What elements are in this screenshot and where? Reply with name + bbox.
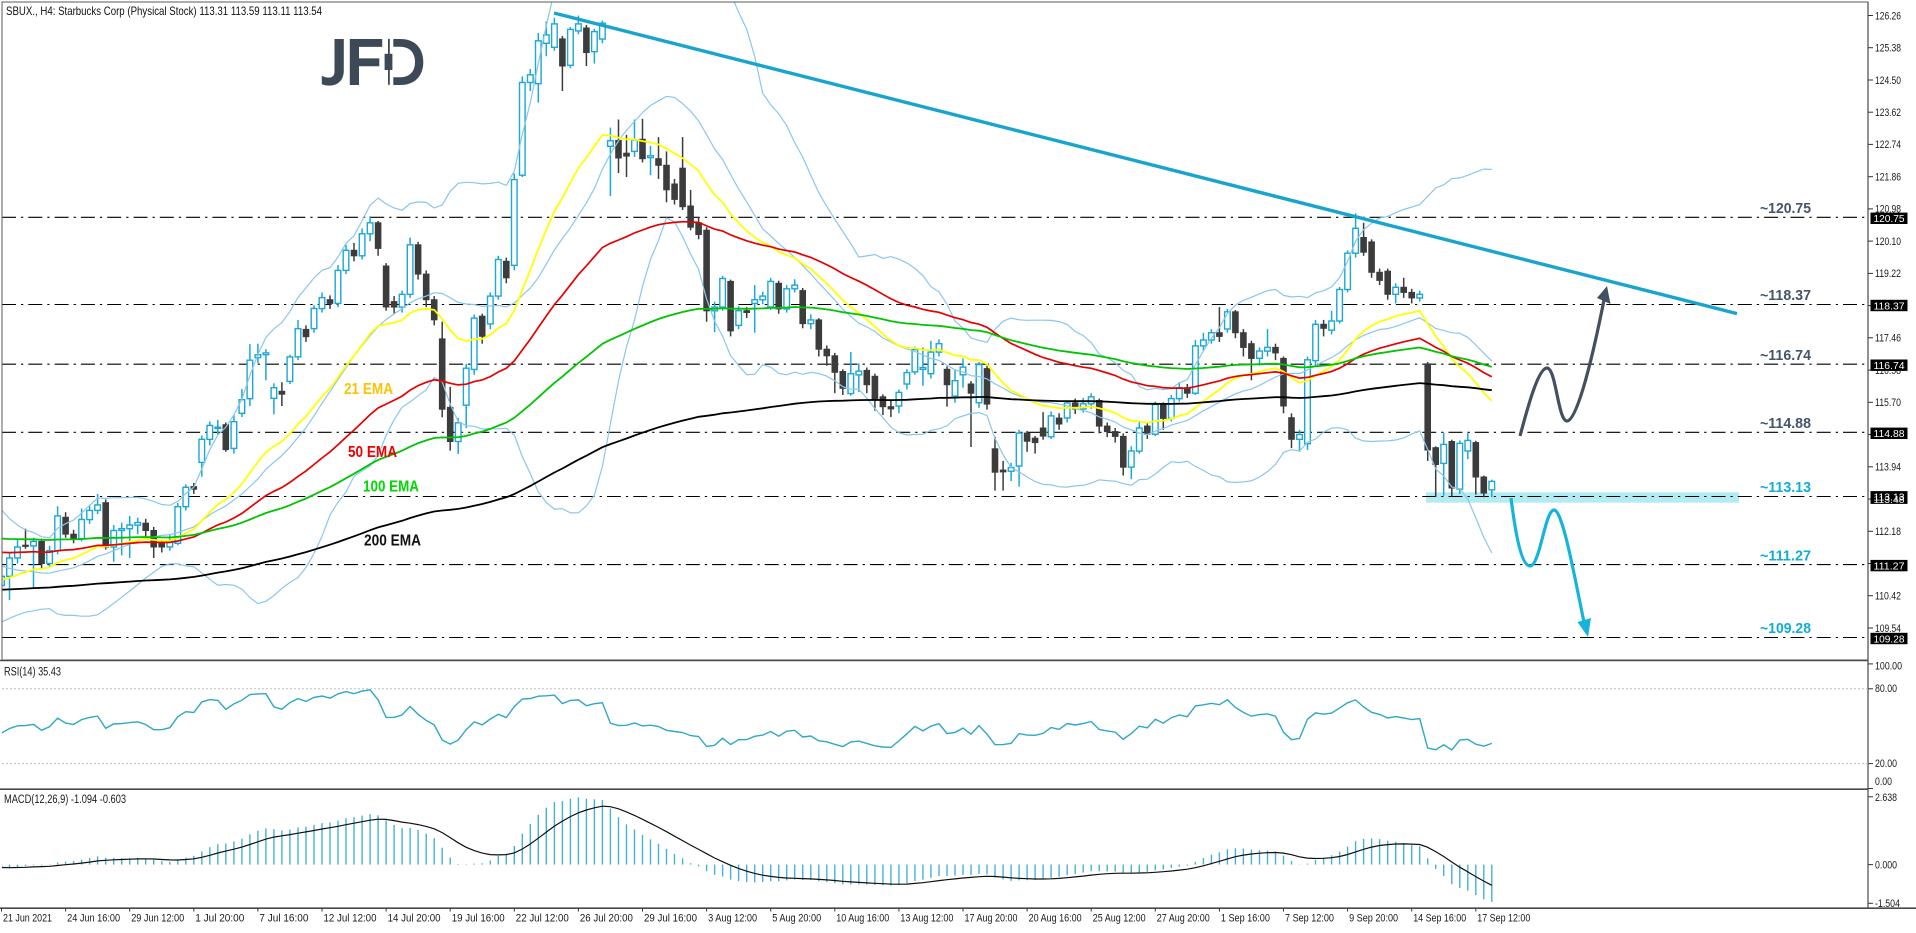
svg-text:17 Sep 12:00: 17 Sep 12:00	[1477, 913, 1530, 925]
svg-text:14 Sep 16:00: 14 Sep 16:00	[1413, 913, 1466, 925]
svg-text:5 Aug 20:00: 5 Aug 20:00	[772, 913, 821, 925]
svg-text:100.00: 100.00	[1875, 660, 1902, 672]
svg-text:22 Jul 12:00: 22 Jul 12:00	[516, 913, 569, 925]
svg-text:0.00: 0.00	[1875, 776, 1892, 788]
svg-text:9 Sep 20:00: 9 Sep 20:00	[1349, 913, 1398, 925]
svg-text:~114.88: ~114.88	[1760, 416, 1811, 432]
svg-text:~109.28: ~109.28	[1760, 621, 1811, 637]
svg-text:123.62: 123.62	[1875, 107, 1901, 119]
svg-text:24 Jun 16:00: 24 Jun 16:00	[67, 913, 120, 925]
svg-text:20.00: 20.00	[1875, 758, 1897, 770]
svg-text:110.42: 110.42	[1875, 591, 1901, 603]
svg-text:117.46: 117.46	[1875, 333, 1901, 345]
svg-text:17 Aug 20:00: 17 Aug 20:00	[965, 913, 1018, 925]
svg-text:27 Aug 20:00: 27 Aug 20:00	[1157, 913, 1210, 925]
svg-text:~118.37: ~118.37	[1760, 288, 1811, 304]
svg-text:2.638: 2.638	[1875, 792, 1897, 804]
svg-text:25 Aug 12:00: 25 Aug 12:00	[1093, 913, 1146, 925]
svg-text:120.75: 120.75	[1874, 213, 1905, 225]
svg-text:124.50: 124.50	[1875, 75, 1901, 87]
svg-text:111.27: 111.27	[1874, 560, 1905, 572]
svg-text:109.54: 109.54	[1875, 623, 1901, 635]
svg-text:~111.27: ~111.27	[1760, 548, 1811, 564]
svg-text:RSI(14) 35.43: RSI(14) 35.43	[4, 667, 61, 679]
svg-text:125.38: 125.38	[1875, 43, 1901, 55]
svg-text:109.28: 109.28	[1874, 633, 1905, 645]
svg-text:3 Aug 12:00: 3 Aug 12:00	[708, 913, 757, 925]
svg-text:113.48: 113.48	[1874, 494, 1905, 506]
svg-text:1 Sep 16:00: 1 Sep 16:00	[1221, 913, 1270, 925]
svg-text:116.74: 116.74	[1874, 360, 1905, 372]
svg-text:10 Aug 16:00: 10 Aug 16:00	[836, 913, 889, 925]
svg-text:29 Jul 16:00: 29 Jul 16:00	[644, 913, 697, 925]
svg-text:0.000: 0.000	[1875, 859, 1897, 871]
svg-text:121.86: 121.86	[1875, 171, 1901, 183]
svg-text:MACD(12,26,9) -1.094 -0.603: MACD(12,26,9) -1.094 -0.603	[4, 794, 126, 806]
svg-text:7 Sep 12:00: 7 Sep 12:00	[1285, 913, 1334, 925]
svg-text:20 Aug 16:00: 20 Aug 16:00	[1029, 913, 1082, 925]
svg-text:1 Jul 20:00: 1 Jul 20:00	[195, 913, 244, 925]
svg-text:29 Jun 12:00: 29 Jun 12:00	[131, 913, 184, 925]
svg-text:112.18: 112.18	[1875, 526, 1901, 538]
svg-text:113.94: 113.94	[1875, 462, 1901, 474]
svg-text:50 EMA: 50 EMA	[348, 444, 397, 461]
svg-text:120.10: 120.10	[1875, 236, 1901, 248]
svg-text:80.00: 80.00	[1875, 683, 1897, 695]
svg-text:-1.504: -1.504	[1875, 898, 1900, 910]
svg-text:21 Jun 2021: 21 Jun 2021	[3, 913, 52, 925]
svg-text:~120.75: ~120.75	[1760, 201, 1811, 217]
svg-text:113.13: 113.13	[1874, 491, 1905, 503]
svg-text:13 Aug 12:00: 13 Aug 12:00	[900, 913, 953, 925]
svg-text:115.70: 115.70	[1875, 397, 1901, 409]
svg-text:7 Jul 16:00: 7 Jul 16:00	[259, 913, 308, 925]
svg-text:119.22: 119.22	[1875, 268, 1901, 280]
svg-text:14 Jul 20:00: 14 Jul 20:00	[388, 913, 441, 925]
svg-text:118.37: 118.37	[1874, 300, 1905, 312]
svg-text:26 Jul 20:00: 26 Jul 20:00	[580, 913, 633, 925]
svg-text:100 EMA: 100 EMA	[363, 479, 419, 496]
svg-text:19 Jul 16:00: 19 Jul 16:00	[452, 913, 505, 925]
svg-text:21 EMA: 21 EMA	[344, 381, 393, 398]
svg-text:~116.74: ~116.74	[1760, 348, 1811, 364]
svg-text:114.88: 114.88	[1874, 428, 1905, 440]
svg-text:~113.13: ~113.13	[1760, 480, 1811, 496]
svg-text:12 Jul 12:00: 12 Jul 12:00	[324, 913, 377, 925]
svg-text:SBUX., H4: Starbucks Corp (Ph: SBUX., H4: Starbucks Corp (Physical Stoc…	[6, 4, 322, 18]
svg-text:200 EMA: 200 EMA	[364, 533, 421, 550]
svg-text:126.26: 126.26	[1875, 10, 1901, 22]
svg-text:122.74: 122.74	[1875, 139, 1901, 151]
